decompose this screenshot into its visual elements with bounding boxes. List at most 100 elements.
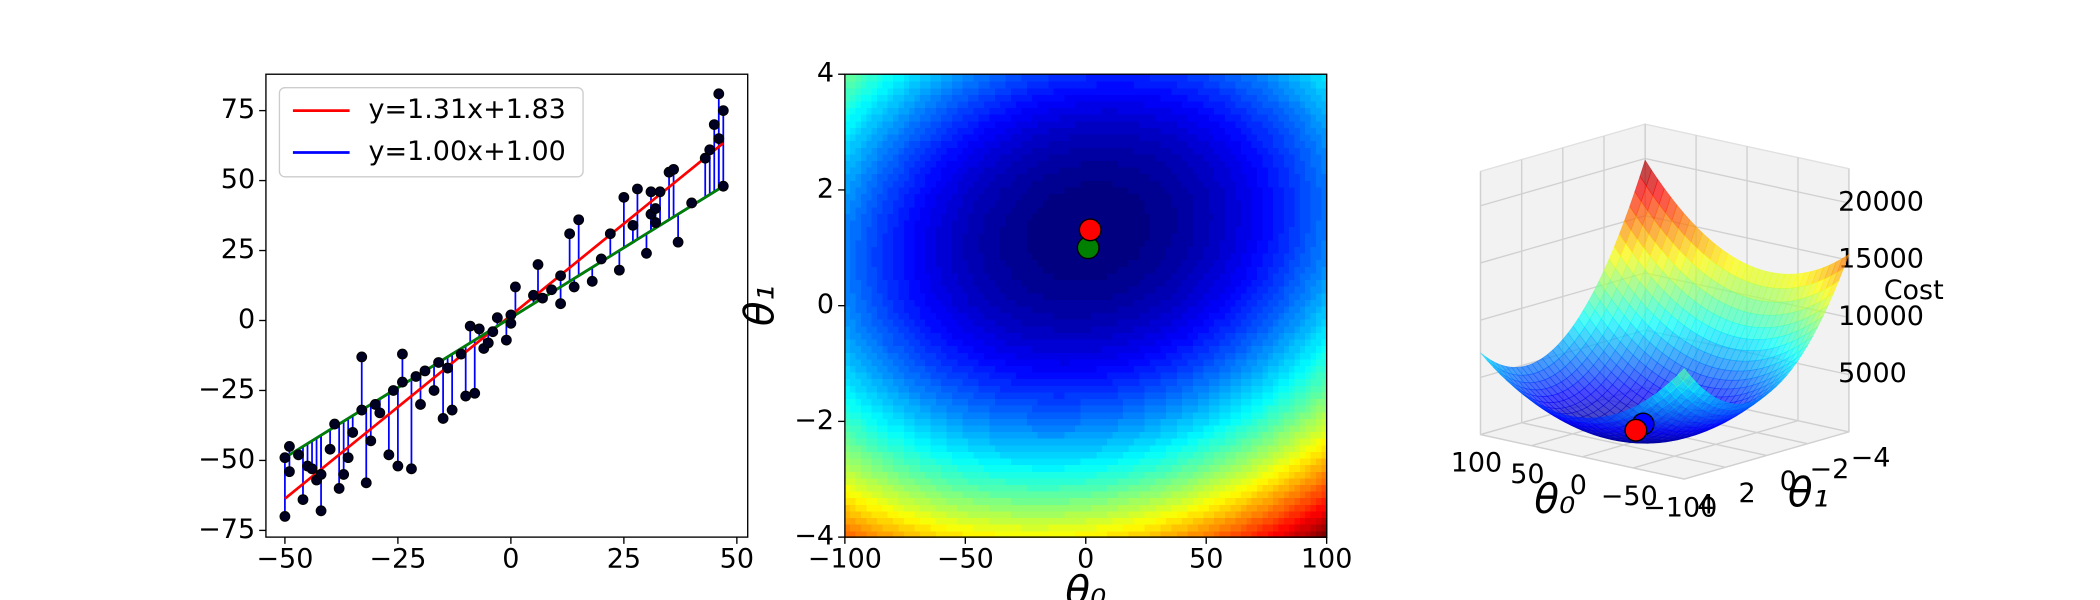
contour-cell	[1262, 497, 1269, 505]
contour-cell	[1321, 437, 1328, 446]
contour-cell	[1048, 265, 1055, 274]
contour-cell	[1080, 358, 1087, 366]
contour-cell	[1042, 345, 1050, 353]
contour-cell	[1267, 457, 1274, 466]
contour-cell	[919, 530, 926, 538]
contour-cell	[1042, 477, 1050, 486]
contour-cell	[1241, 312, 1248, 320]
contour-cell	[898, 332, 905, 340]
contour-cell	[1246, 332, 1253, 340]
contour-cell	[1069, 259, 1076, 267]
contour-cell	[1241, 391, 1248, 400]
contour-cell	[1187, 332, 1194, 340]
contour-cell	[1321, 378, 1328, 386]
contour-cell	[1198, 464, 1205, 472]
contour-cell	[978, 378, 985, 386]
contour-cell	[1107, 378, 1114, 386]
contour-cell	[1257, 292, 1264, 300]
contour-cell	[1294, 437, 1301, 446]
contour-cell	[1273, 530, 1280, 538]
contour-cell	[860, 246, 868, 254]
contour-cell	[866, 312, 873, 320]
contour-cell	[1235, 232, 1242, 241]
contour-cell	[1069, 470, 1076, 479]
contour-cell	[1107, 385, 1114, 393]
contour-cell	[1139, 530, 1146, 538]
contour-cell	[1069, 232, 1076, 241]
contour-cell	[1251, 265, 1258, 274]
contour-cell	[1058, 358, 1066, 366]
contour-cell	[1160, 451, 1167, 459]
contour-cell	[957, 213, 964, 221]
data-point	[641, 247, 652, 259]
contour-cell	[1133, 285, 1141, 294]
contour-cell	[1085, 497, 1092, 505]
contour-cell	[1042, 193, 1050, 201]
contour-cell	[1299, 246, 1307, 254]
contour-cell	[882, 490, 889, 499]
contour-cell	[876, 504, 884, 512]
contour-cell	[1000, 279, 1007, 287]
contour-cell	[1160, 279, 1167, 287]
contour-cell	[967, 338, 975, 347]
contour-cell	[871, 272, 878, 281]
contour-cell	[844, 371, 852, 380]
contour-cell	[1310, 318, 1317, 327]
contour-cell	[844, 424, 852, 433]
contour-cell	[1058, 391, 1066, 400]
contour-cell	[1235, 510, 1242, 519]
contour-cell	[978, 504, 985, 512]
contour-cell	[887, 365, 894, 373]
contour-cell	[984, 517, 991, 525]
contour-cell	[1176, 246, 1183, 254]
contour-cell	[866, 332, 873, 340]
contour-cell	[860, 391, 868, 400]
contour-cell	[887, 312, 894, 320]
contour-cell	[984, 444, 991, 452]
contour-cell	[919, 299, 926, 307]
contour-cell	[882, 371, 889, 380]
contour-cell	[876, 219, 884, 228]
contour-cell	[1155, 312, 1162, 320]
contour-cell	[941, 351, 948, 360]
contour-cell	[1230, 371, 1237, 380]
contour-cell	[844, 252, 852, 261]
contour-cell	[984, 351, 991, 360]
contour-cell	[1112, 444, 1119, 452]
contour-cell	[1192, 246, 1199, 254]
contour-cell	[1176, 213, 1183, 221]
contour-cell	[1257, 358, 1264, 366]
contour-cell	[1101, 206, 1108, 214]
contour-cell	[1096, 305, 1103, 314]
contour-cell	[850, 464, 857, 472]
contour-cell	[1016, 239, 1023, 247]
contour-cell	[1026, 451, 1034, 459]
contour-cell	[1144, 517, 1151, 525]
contour-cell	[1032, 470, 1039, 479]
contour-cell	[941, 497, 948, 505]
contour-cell	[1037, 358, 1044, 366]
contour-cell	[946, 193, 953, 201]
contour-cell	[1283, 444, 1290, 452]
contour-cell	[1037, 219, 1044, 228]
contour-cell	[1294, 318, 1301, 327]
contour-cell	[1144, 345, 1151, 353]
contour-cell	[1032, 265, 1039, 274]
contour-cell	[1315, 437, 1323, 446]
contour-cell	[1058, 259, 1066, 267]
data-point	[645, 186, 657, 198]
contour-cell	[1241, 477, 1248, 486]
contour-cell	[860, 464, 868, 472]
contour-cell	[893, 345, 900, 353]
contour-cell	[1042, 418, 1050, 426]
contour-cell	[844, 444, 852, 452]
contour-cell	[1283, 504, 1290, 512]
contour-cell	[871, 470, 878, 479]
contour-cell	[1075, 332, 1082, 340]
contour-cell	[1058, 345, 1066, 353]
contour-cell	[984, 437, 991, 446]
contour-cell	[1321, 325, 1328, 333]
contour-cell	[951, 464, 959, 472]
contour-cell	[946, 292, 953, 300]
contour-cell	[1278, 226, 1285, 234]
